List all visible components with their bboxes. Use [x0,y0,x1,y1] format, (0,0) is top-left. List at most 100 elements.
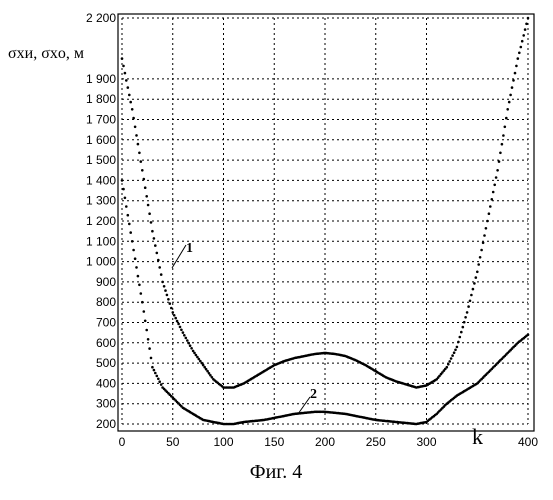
y-tick-label: 1 600 [86,133,116,147]
data-point [124,197,127,200]
y-tick-label: 1 900 [86,72,116,86]
data-point [491,198,494,201]
data-point [131,108,134,111]
data-point [464,316,467,319]
data-point [509,94,512,97]
data-point [156,252,159,255]
data-point [173,314,176,317]
data-point [517,57,520,60]
data-point [476,271,479,274]
data-point [167,298,170,301]
data-point [447,363,450,366]
data-point [183,334,186,337]
data-point [524,28,527,31]
data-point [495,176,498,179]
y-tick-label: 600 [96,336,116,350]
data-point [157,259,160,262]
data-point [121,179,124,182]
data-point [459,336,462,339]
data-point [158,266,161,269]
data-point [512,79,515,82]
data-point [488,212,491,215]
data-point [170,307,173,310]
data-point [489,205,492,208]
data-point [456,346,459,349]
data-point [475,276,478,279]
data-point [515,65,518,68]
series-1 [121,17,530,389]
data-point [140,292,143,295]
x-tick-label: 300 [416,435,436,449]
y-tick-label: 1 200 [86,214,116,228]
series-2-label: 2 [310,387,317,402]
data-point [132,117,135,120]
data-point [127,86,130,89]
data-point [153,237,156,240]
data-point [137,275,140,278]
data-point [511,86,514,89]
x-tick-label: 0 [119,435,126,449]
data-point [451,354,454,357]
data-point [161,281,164,284]
data-point [134,126,137,129]
data-point [185,337,188,340]
data-point [190,347,193,350]
data-point [499,152,502,155]
data-point [521,40,524,43]
data-point [453,351,456,354]
data-point [143,178,146,181]
data-point [496,169,499,172]
data-point [145,195,148,198]
data-point [138,284,141,287]
data-point [151,230,154,233]
y-tick-label: 200 [96,417,116,431]
y-tick-label: 2 200 [86,11,116,25]
data-point [169,302,172,305]
data-point [182,331,185,334]
x-tick-label: 400 [518,435,538,449]
series-1-leader [172,245,186,268]
data-point [128,223,131,226]
x-tick-label: 250 [366,435,386,449]
data-point [127,214,130,217]
data-point [186,339,189,342]
data-point [151,366,154,369]
data-point [477,263,480,266]
data-point [527,17,530,20]
data-point [140,160,143,163]
data-point [122,188,125,191]
data-point [164,289,167,292]
data-point [457,341,460,344]
data-point [527,333,530,336]
data-point [121,57,124,60]
data-point [467,305,470,308]
data-point [520,46,523,49]
data-point [180,329,183,332]
data-point [518,52,521,55]
y-tick-label: 1 400 [86,173,116,187]
data-point [460,331,463,334]
data-point [132,249,135,252]
data-point [153,369,156,372]
data-point [514,72,517,75]
data-point [147,204,150,207]
grid [122,18,528,424]
data-point [525,23,528,26]
data-point [144,186,147,189]
data-point [469,300,472,303]
x-tick-label: 50 [166,435,180,449]
data-point [128,94,131,97]
data-point [141,301,144,304]
data-point [172,311,175,314]
data-point [156,375,159,378]
y-tick-label: 1 800 [86,92,116,106]
data-point [493,184,496,187]
data-point [125,205,128,208]
x-tick-label: 150 [264,435,284,449]
data-point [135,266,138,269]
y-tick-label: 400 [96,376,116,390]
data-point [446,366,449,369]
data-point [147,338,150,341]
data-point [473,282,476,285]
data-point [160,273,163,276]
